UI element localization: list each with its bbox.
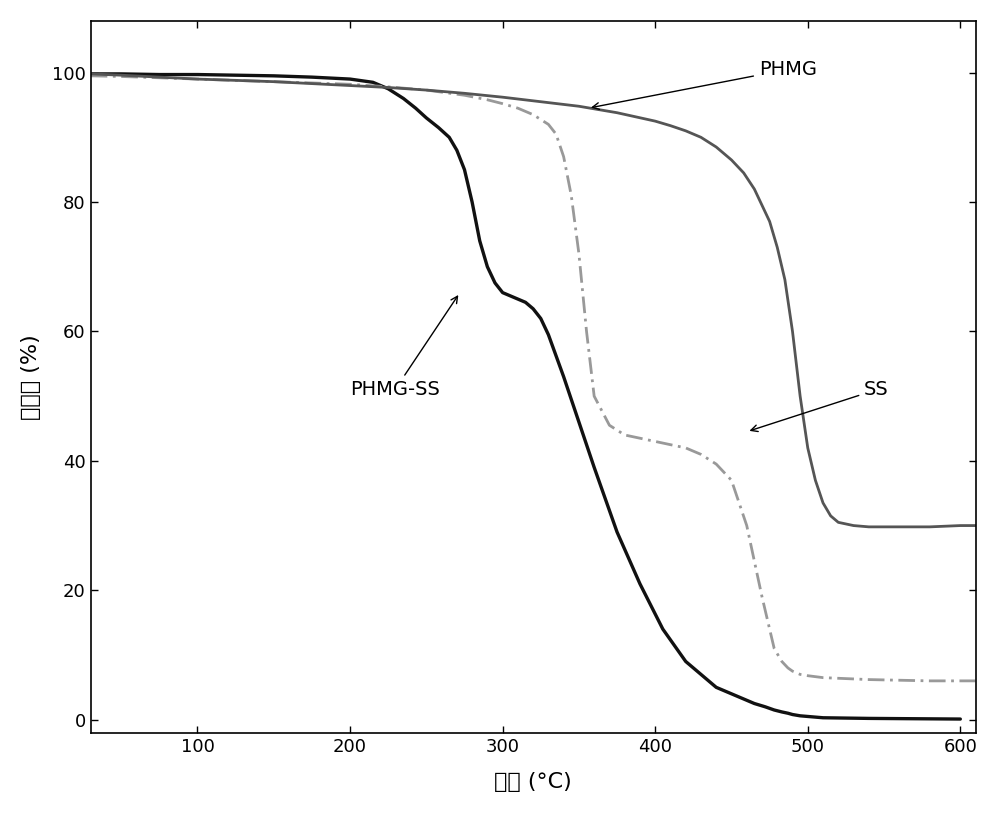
Text: SS: SS bbox=[751, 380, 889, 432]
X-axis label: 温度 (°C): 温度 (°C) bbox=[494, 772, 572, 792]
Text: PHMG: PHMG bbox=[592, 60, 817, 110]
Text: PHMG-SS: PHMG-SS bbox=[350, 296, 457, 399]
Y-axis label: 失重率 (%): 失重率 (%) bbox=[21, 334, 41, 420]
